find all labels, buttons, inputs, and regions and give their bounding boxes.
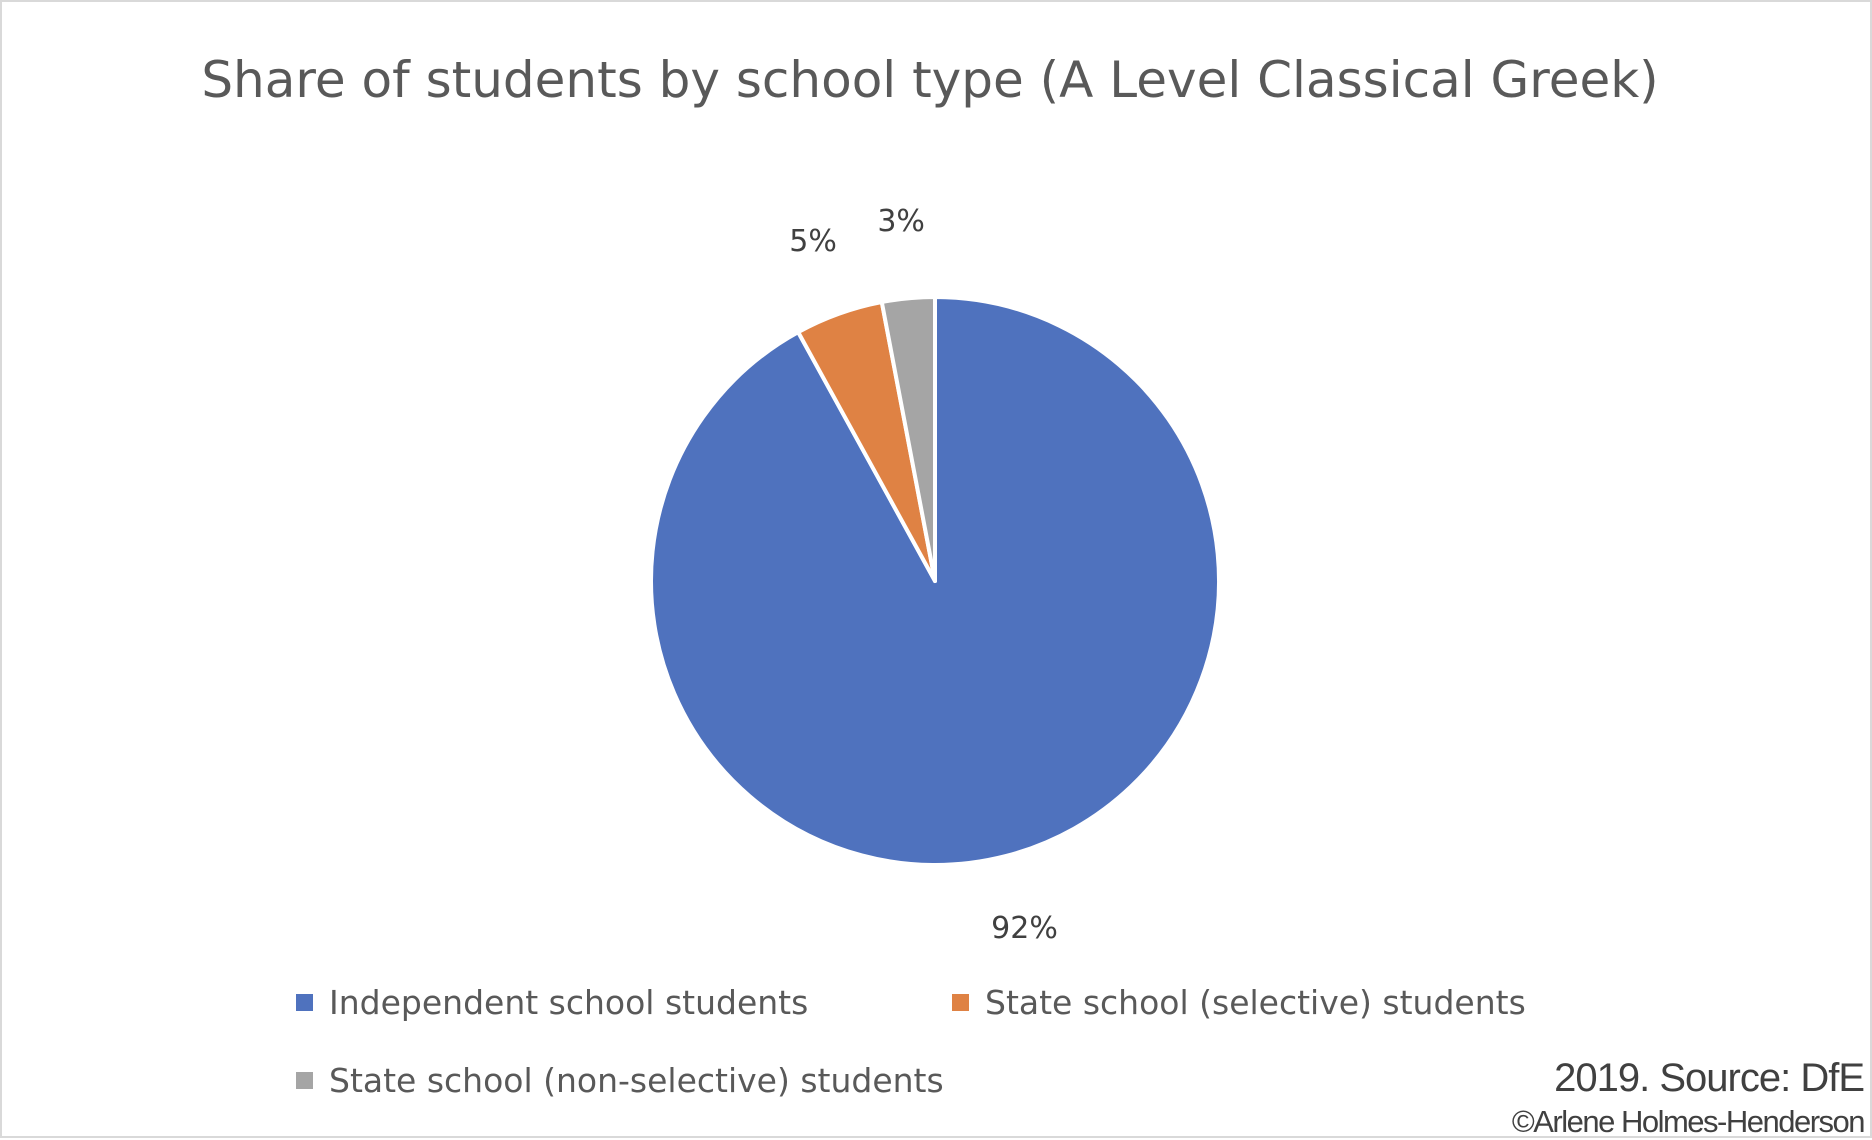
pie-slice-2	[879, 295, 937, 583]
legend-item-independent: Independent school students	[296, 983, 808, 1022]
legend-label-selective: State school (selective) students	[985, 983, 1526, 1022]
data-label-1: 5%	[789, 224, 837, 259]
legend-item-selective: State school (selective) students	[952, 983, 1526, 1022]
legend-swatch-non-selective	[296, 1072, 313, 1089]
copyright-credit: ©Arlene Holmes-Henderson	[1511, 1104, 1866, 1139]
chart-title: Share of students by school type (A Leve…	[201, 51, 1659, 109]
legend-swatch-independent	[296, 994, 313, 1011]
legend-label-independent: Independent school students	[329, 983, 809, 1022]
legend-label-non-selective: State school (non-selective) students	[329, 1061, 944, 1100]
data-label-0: 92%	[991, 911, 1058, 946]
source-note: 2019. Source: DfE	[1554, 1056, 1865, 1100]
data-label-2: 3%	[877, 204, 925, 239]
legend-item-non-selective: State school (non-selective) students	[296, 1061, 944, 1100]
legend-swatch-selective	[952, 994, 969, 1011]
